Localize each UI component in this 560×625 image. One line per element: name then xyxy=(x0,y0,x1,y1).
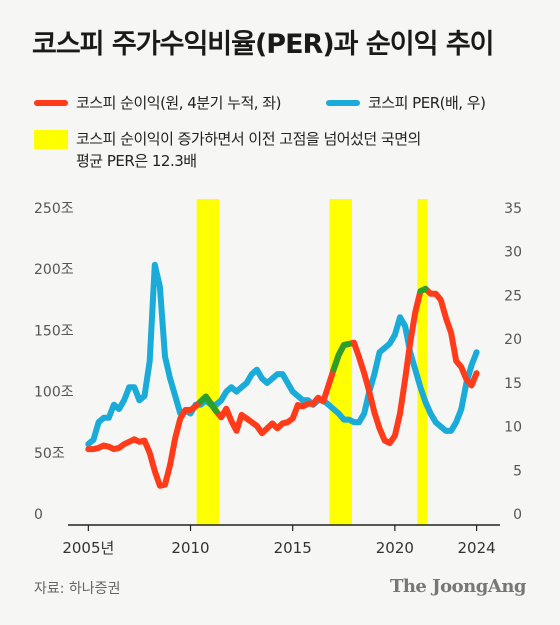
legend-label-per: 코스피 PER(배, 우) xyxy=(368,94,486,112)
highlight-band-1 xyxy=(196,199,220,525)
series-line-earnings-highlight xyxy=(197,393,220,415)
y-right-tick-label: 5 xyxy=(513,463,522,479)
legend-label-earnings: 코스피 순이익(원, 4분기 누적, 좌) xyxy=(76,94,281,112)
x-tick-label: 2020 xyxy=(376,539,414,557)
y-right-tick-label: 30 xyxy=(504,245,522,261)
legend-swatch-per xyxy=(326,99,360,106)
y-left-tick-label: 0 xyxy=(34,507,43,523)
series-line-earnings-highlight xyxy=(417,285,429,295)
source-note: 자료: 하나증권 xyxy=(34,581,121,597)
series-line-per xyxy=(85,261,480,448)
chart-title: 코스피 주가수익비율(PER)과 순이익 추이 xyxy=(32,29,495,60)
highlight-bands xyxy=(196,199,428,525)
y-right-tick-label: 20 xyxy=(504,332,522,348)
y-right-tick-label: 25 xyxy=(504,288,522,304)
x-tick-label: 2005년 xyxy=(62,539,114,557)
y-right-tick-label: 35 xyxy=(504,201,522,217)
x-tick-label: 2010 xyxy=(171,539,209,557)
brand-logo: The JoongAng xyxy=(389,576,527,597)
y-left-tick-label: 200조 xyxy=(34,262,74,278)
legend-item-per: 코스피 PER(배, 우) xyxy=(326,92,486,113)
y-right-tick-label: 0 xyxy=(513,507,522,523)
highlight-note-text: 코스피 순이익이 증가하면서 이전 고점을 넘어섰던 국면의 평균 PER은 1… xyxy=(76,128,496,172)
y-left-tick-label: 50조 xyxy=(34,446,65,462)
series-line-earnings xyxy=(85,285,480,489)
y-right-tick-label: 10 xyxy=(504,420,522,436)
y-right-tick-label: 15 xyxy=(504,376,522,392)
legend-item-earnings: 코스피 순이익(원, 4분기 누적, 좌) xyxy=(34,92,281,113)
y-left-tick-label: 250조 xyxy=(34,201,74,217)
axes: 0 50조 100조 150조 200조 250조 0 5 10 15 20 25 30 35 2005년 2… xyxy=(34,201,522,557)
x-tick-label: 2024 xyxy=(458,539,496,557)
series-lines xyxy=(85,261,480,489)
legend-swatch-earnings xyxy=(34,99,68,106)
highlight-note-line-2: 평균 PER은 12.3배 xyxy=(76,152,197,170)
highlight-note: 코스피 순이익이 증가하면서 이전 고점을 넘어섰던 국면의 평균 PER은 1… xyxy=(34,128,496,172)
y-left-tick-label: 100조 xyxy=(34,385,74,401)
y-left-tick-label: 150조 xyxy=(34,323,74,339)
series-line-earnings-highlight xyxy=(330,340,352,373)
highlight-band-2 xyxy=(329,199,352,525)
highlight-band-3 xyxy=(417,199,428,525)
highlight-swatch xyxy=(34,130,68,149)
x-tick-label: 2015 xyxy=(274,539,312,557)
highlight-note-line-1: 코스피 순이익이 증가하면서 이전 고점을 넘어섰던 국면의 xyxy=(76,130,421,148)
